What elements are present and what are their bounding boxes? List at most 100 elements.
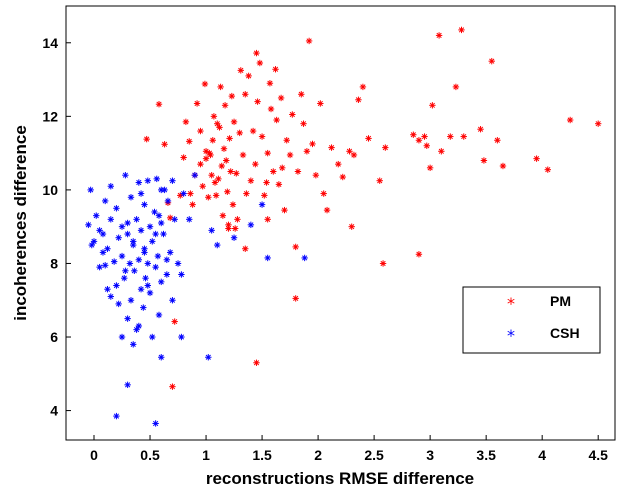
data-point-pm — [252, 160, 259, 168]
data-point-pm — [376, 177, 383, 184]
data-point-pm — [312, 171, 320, 179]
x-tick-label: 1 — [202, 447, 210, 463]
data-point-pm — [226, 135, 233, 142]
data-point-csh — [158, 278, 165, 286]
data-point-csh — [85, 221, 92, 229]
data-point-pm — [328, 144, 335, 151]
data-point-pm — [488, 57, 495, 65]
data-point-csh — [124, 315, 131, 322]
data-point-csh — [122, 171, 129, 179]
data-point-pm — [207, 151, 214, 159]
data-point-pm — [228, 92, 236, 100]
data-point-pm — [197, 127, 204, 135]
data-point-pm — [186, 138, 193, 145]
data-point-csh — [93, 212, 100, 219]
data-point-csh — [164, 197, 172, 205]
data-point-csh — [124, 230, 131, 238]
data-point-csh — [152, 420, 159, 427]
data-point-pm — [294, 168, 302, 175]
data-point-csh — [153, 175, 160, 183]
data-point-pm — [544, 166, 551, 173]
data-point-pm — [323, 206, 331, 214]
data-point-csh — [124, 381, 131, 389]
plot-area — [65, 5, 616, 441]
x-tick-label: 0 — [90, 447, 98, 463]
data-point-csh — [115, 300, 122, 308]
data-point-pm — [197, 160, 204, 168]
data-point-pm — [286, 151, 294, 159]
data-point-pm — [298, 91, 305, 98]
data-point-csh — [180, 190, 187, 197]
data-point-csh — [160, 230, 167, 238]
data-point-pm — [180, 154, 187, 161]
x-tick-label: 4.5 — [588, 447, 608, 463]
data-point-csh — [155, 311, 163, 319]
data-point-csh — [163, 256, 171, 263]
data-point-csh — [158, 186, 165, 194]
data-point-pm — [210, 113, 218, 120]
data-point-pm — [494, 137, 501, 144]
data-point-csh — [102, 262, 109, 269]
data-point-pm — [289, 111, 296, 118]
y-tick-label: 14 — [42, 35, 58, 51]
data-point-pm — [187, 190, 194, 197]
data-point-csh — [166, 249, 174, 256]
data-point-pm — [243, 190, 250, 197]
x-tick-label: 2 — [314, 447, 322, 463]
data-point-pm — [348, 223, 355, 230]
data-point-csh — [169, 177, 176, 184]
data-point-csh — [264, 254, 271, 262]
data-point-csh — [141, 201, 148, 208]
data-point-csh — [158, 354, 165, 361]
x-tick-label: 2.5 — [364, 447, 384, 463]
data-point-pm — [182, 118, 190, 126]
data-point-pm — [253, 49, 260, 57]
data-point-csh — [208, 227, 215, 234]
data-point-pm — [458, 26, 465, 34]
data-point-csh — [146, 289, 154, 297]
data-point-pm — [202, 148, 210, 155]
data-point-pm — [242, 91, 249, 98]
data-point-csh — [118, 252, 126, 260]
data-point-csh — [152, 263, 159, 271]
data-point-pm — [221, 102, 229, 109]
data-point-pm — [292, 243, 299, 251]
data-point-csh — [178, 271, 185, 278]
data-point-pm — [335, 160, 342, 168]
data-point-pm — [253, 359, 260, 366]
data-point-csh — [154, 252, 162, 260]
data-point-pm — [231, 225, 239, 232]
data-point-csh — [104, 245, 111, 252]
data-point-pm — [415, 251, 423, 258]
y-tick-label: 10 — [42, 182, 58, 198]
legend-box — [462, 286, 601, 354]
data-point-pm — [224, 188, 231, 195]
data-point-csh — [104, 286, 111, 293]
data-point-pm — [267, 105, 275, 113]
data-point-pm — [365, 135, 372, 142]
legend-marker-pm: * — [507, 294, 515, 313]
data-point-csh — [178, 333, 185, 341]
data-point-pm — [305, 37, 313, 45]
legend: * PM * CSH — [462, 286, 601, 354]
data-point-pm — [223, 157, 230, 164]
data-point-pm — [460, 133, 467, 140]
data-point-csh — [152, 230, 159, 238]
data-point-csh — [174, 260, 182, 267]
data-point-pm — [218, 162, 225, 170]
data-point-pm — [229, 201, 237, 208]
x-tick-label: 0.5 — [140, 447, 160, 463]
y-axis-label: incoherences difference — [11, 125, 30, 321]
data-point-csh — [141, 249, 148, 256]
data-point-pm — [320, 190, 327, 197]
data-point-pm — [594, 120, 602, 127]
data-point-pm — [239, 151, 247, 159]
data-point-pm — [193, 100, 201, 107]
data-point-csh — [113, 412, 120, 420]
data-point-pm — [205, 194, 212, 201]
data-point-pm — [566, 116, 574, 124]
data-point-csh — [144, 282, 151, 289]
data-point-pm — [359, 83, 367, 91]
data-point-csh — [99, 249, 107, 256]
data-point-csh — [163, 271, 171, 278]
